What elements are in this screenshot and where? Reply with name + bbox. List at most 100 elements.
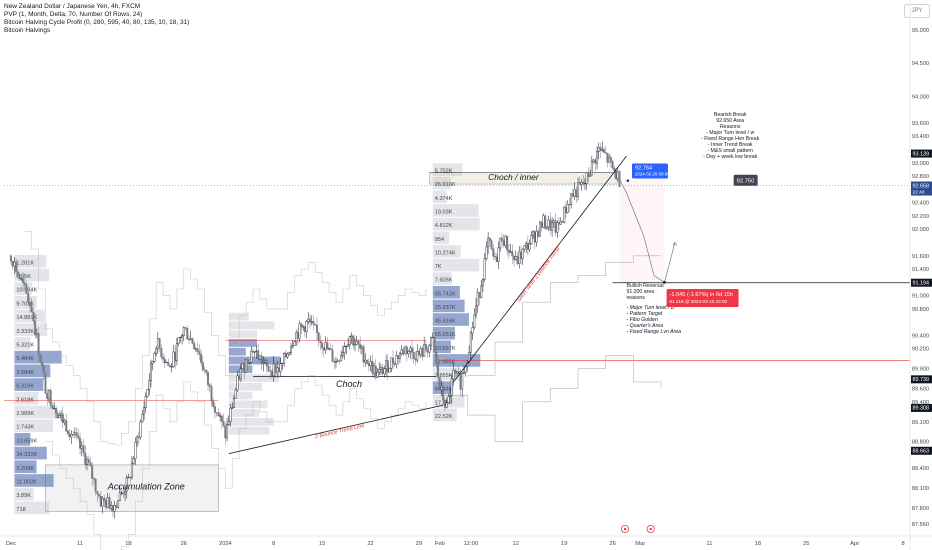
candle-body	[300, 323, 303, 328]
indicator-pvp[interactable]: PVP (1, Month, Delta, 70, Number Of Rows…	[4, 11, 143, 18]
candle-body	[452, 369, 455, 380]
candle-body	[485, 246, 488, 259]
candle-body	[395, 355, 398, 365]
candle-body	[450, 378, 453, 396]
x-tick-label: Apr	[850, 541, 859, 547]
candle-body	[84, 452, 87, 465]
y-tick-label: 94.000	[912, 94, 929, 100]
candle-body	[44, 373, 47, 394]
candle-body	[146, 389, 149, 397]
candle-body	[80, 445, 83, 449]
candle-body	[302, 326, 305, 328]
candle-body	[288, 352, 291, 355]
candle-body	[87, 459, 90, 463]
y-tick-label: 92.200	[912, 214, 929, 220]
candle-body	[160, 347, 163, 358]
price-box-92750	[733, 174, 758, 186]
candle-body	[39, 353, 42, 363]
candle-body	[468, 352, 471, 363]
candle-body	[331, 349, 334, 362]
candle-body	[32, 312, 35, 322]
indicator-halvings[interactable]: Bitcoin Halvings	[4, 27, 51, 34]
profile-top-bar	[432, 204, 479, 217]
candle-body	[369, 361, 372, 366]
candle-body	[357, 340, 360, 345]
y-tick-label: 89.400	[912, 400, 929, 406]
candle-body	[426, 349, 429, 353]
candle-body	[518, 251, 521, 264]
candle-body	[609, 157, 612, 162]
candle-body	[506, 235, 509, 251]
candle-body	[433, 337, 436, 353]
candle-body	[295, 332, 298, 342]
candle-body	[11, 260, 14, 267]
candle-body	[251, 350, 254, 353]
candle-body	[525, 242, 528, 247]
indicator-halving-profit[interactable]: Bitcoin Halving Cycle Profit (0, 280, 59…	[4, 19, 190, 26]
bearish-reason: - M&S small pattern	[707, 148, 753, 154]
candle-body	[23, 282, 26, 286]
candle-body	[296, 332, 299, 339]
candle-body	[494, 256, 497, 258]
candle-body	[583, 183, 586, 185]
profile-top-bar	[432, 245, 461, 258]
y-tick-label: 88.100	[912, 486, 929, 492]
candle-body	[371, 361, 374, 374]
candle-body	[409, 347, 412, 352]
candle-body	[321, 342, 324, 349]
price-tag-bg	[911, 278, 932, 287]
bullish-reason: - Quarter's Area	[626, 323, 663, 329]
candle-body	[347, 344, 350, 347]
candle-body	[208, 384, 211, 387]
candle-body	[483, 258, 486, 280]
candle-body	[616, 171, 619, 180]
y-tick-label: 87.800	[912, 506, 929, 512]
profile-left-label: 3.584K	[16, 370, 34, 376]
candle-body	[414, 358, 417, 361]
candle-body	[27, 293, 30, 303]
candle-body	[404, 346, 407, 355]
candle-body	[184, 327, 187, 329]
candle-body	[544, 215, 547, 229]
candle-body	[175, 343, 178, 362]
candle-body	[314, 323, 317, 326]
candle-body	[502, 240, 505, 246]
profile-top-bar	[432, 231, 450, 245]
candle-body	[141, 414, 144, 423]
candle-body	[9, 255, 12, 262]
profile-top-bar	[432, 176, 452, 190]
currency-button[interactable]: JPY	[904, 4, 930, 18]
candle-body	[449, 395, 452, 397]
ghost-step-line-future	[467, 255, 661, 376]
candle-body	[578, 182, 581, 185]
x-tick-label: 8	[901, 541, 904, 547]
candle-body	[194, 348, 197, 350]
y-tick-label: 90.800	[912, 307, 929, 313]
candle-body	[360, 346, 363, 349]
candle-body	[528, 243, 531, 250]
candle-body	[229, 408, 232, 423]
candle-body	[435, 351, 438, 363]
candle-body	[392, 357, 395, 364]
y-tick-label: 88.400	[912, 466, 929, 472]
bullish-reason: - Fixed Range Lvn Area	[626, 329, 681, 335]
candle-body	[232, 398, 235, 408]
candle-body	[359, 344, 362, 349]
candle-body	[338, 360, 341, 362]
candle-body	[487, 237, 490, 248]
candle-body	[537, 230, 540, 237]
candle-body	[305, 321, 308, 333]
candle-body	[436, 362, 439, 378]
candle-body	[492, 248, 495, 257]
candle-body	[608, 157, 611, 163]
candle-body	[151, 360, 154, 364]
y-tick-label: 89.100	[912, 420, 929, 426]
candle-body	[367, 363, 370, 366]
candle-body	[577, 182, 580, 198]
candle-body	[457, 371, 460, 375]
candle-body	[172, 351, 175, 367]
candle-body	[77, 435, 80, 439]
candle-body	[168, 365, 171, 368]
candle-body	[431, 337, 434, 339]
